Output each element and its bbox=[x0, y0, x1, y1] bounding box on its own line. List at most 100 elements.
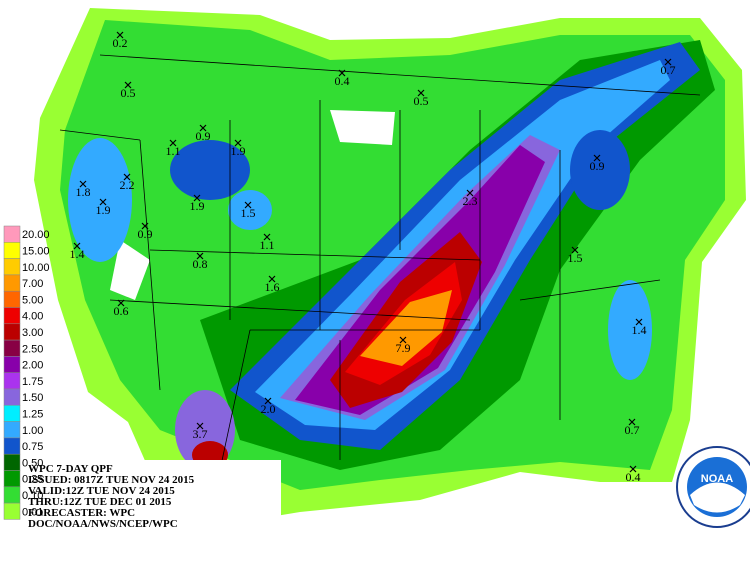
info-line: WPC 7-DAY QPF bbox=[28, 463, 113, 475]
legend-swatch bbox=[3, 388, 21, 406]
info-line: VALID:12Z TUE NOV 24 2015 bbox=[28, 485, 175, 497]
max-label: 0.8 bbox=[193, 257, 208, 271]
max-marker bbox=[123, 173, 131, 181]
max-label: 1.4 bbox=[632, 323, 647, 337]
legend-label: 2.50 bbox=[22, 343, 43, 355]
max-label: 0.5 bbox=[121, 86, 136, 100]
legend-swatch bbox=[3, 225, 21, 243]
legend-label: 0.25 bbox=[22, 474, 43, 486]
max-label: 1.5 bbox=[568, 251, 583, 265]
legend-swatch bbox=[3, 242, 21, 259]
max-marker bbox=[124, 81, 132, 89]
max-label: 0.9 bbox=[138, 227, 153, 241]
legend-label: 1.75 bbox=[22, 376, 43, 388]
max-label: 1.1 bbox=[166, 144, 181, 158]
legend-label: 20.00 bbox=[22, 229, 50, 241]
max-label: 1.1 bbox=[260, 238, 275, 252]
info-line: FORECASTER: WPC bbox=[28, 507, 135, 519]
max-marker bbox=[196, 422, 204, 430]
max-marker bbox=[193, 194, 201, 202]
legend-label: 1.25 bbox=[22, 408, 43, 420]
max-marker bbox=[234, 139, 242, 147]
max-label: 1.9 bbox=[96, 203, 111, 217]
max-marker bbox=[268, 275, 276, 283]
legend-label: 0.01 bbox=[22, 506, 43, 518]
maxima: 0.2 0.5 0.4 0.5 0.7 1.1 0.9 1.9 2.2 1.8 1.9 1.9 1.5 0… bbox=[70, 31, 676, 484]
max-marker bbox=[244, 201, 252, 209]
info-line: THRU:12Z TUE DEC 01 2015 bbox=[28, 496, 172, 508]
max-label: 0.6 bbox=[114, 304, 129, 318]
legend-swatch bbox=[3, 437, 21, 455]
legend-swatch bbox=[3, 356, 21, 373]
info-line: DOC/NOAA/NWS/NCEP/WPC bbox=[28, 518, 178, 530]
max-label: 1.9 bbox=[231, 144, 246, 158]
max-marker bbox=[196, 252, 204, 260]
max-label: 0.7 bbox=[661, 63, 676, 77]
legend-swatch bbox=[3, 486, 21, 504]
max-label: 1.9 bbox=[190, 199, 205, 213]
legend-swatch bbox=[3, 421, 21, 439]
legend-swatch bbox=[3, 453, 21, 471]
max-label: 1.5 bbox=[241, 206, 256, 220]
legend-label: 15.00 bbox=[22, 245, 50, 257]
legend-swatch bbox=[3, 290, 21, 308]
legend-swatch bbox=[3, 258, 21, 276]
max-marker bbox=[628, 418, 636, 426]
legend: 20.00 15.00 10.00 7.00 5.00 4.00 3.00 2.50 2.00 1… bbox=[3, 225, 50, 520]
legend-label: 3.00 bbox=[22, 327, 43, 339]
max-marker bbox=[466, 189, 474, 197]
legend-label: 0.50 bbox=[22, 457, 43, 469]
max-label: 2.3 bbox=[463, 194, 478, 208]
legend-label: 0.75 bbox=[22, 441, 43, 453]
max-label: 1.8 bbox=[76, 185, 91, 199]
info-line: ISSUED: 0817Z TUE NOV 24 2015 bbox=[28, 474, 195, 486]
legend-swatch bbox=[3, 307, 21, 325]
legend-label: 7.00 bbox=[22, 278, 43, 290]
legend-label: 1.00 bbox=[22, 425, 43, 437]
max-label: 0.9 bbox=[196, 129, 211, 143]
max-marker bbox=[263, 233, 271, 241]
max-marker bbox=[338, 69, 346, 77]
max-marker bbox=[417, 89, 425, 97]
max-label: 0.4 bbox=[626, 470, 641, 484]
max-marker bbox=[99, 198, 107, 206]
max-marker bbox=[571, 246, 579, 254]
max-marker bbox=[199, 124, 207, 132]
legend-label: 1.50 bbox=[22, 392, 43, 404]
noaa-logo: NOAA bbox=[676, 446, 750, 528]
max-marker bbox=[593, 154, 601, 162]
precip-shading bbox=[34, 8, 746, 522]
max-marker bbox=[264, 397, 272, 405]
max-marker bbox=[399, 336, 407, 344]
legend-swatch bbox=[3, 470, 21, 488]
max-marker bbox=[629, 465, 637, 473]
max-label: 0.5 bbox=[414, 94, 429, 108]
max-marker bbox=[117, 299, 125, 307]
logo-text: NOAA bbox=[701, 473, 733, 485]
max-label: 0.4 bbox=[335, 74, 350, 88]
max-marker bbox=[169, 139, 177, 147]
legend-label: 10.00 bbox=[22, 262, 50, 274]
legend-swatch bbox=[3, 323, 21, 341]
max-label: 2.2 bbox=[120, 178, 135, 192]
max-marker bbox=[79, 180, 87, 188]
max-marker bbox=[116, 31, 124, 39]
max-label: 7.9 bbox=[396, 341, 411, 355]
max-label: 0.2 bbox=[113, 36, 128, 50]
max-marker bbox=[635, 318, 643, 326]
max-label: 2.0 bbox=[261, 402, 276, 416]
state-borders bbox=[59, 54, 701, 471]
legend-label: 5.00 bbox=[22, 294, 43, 306]
legend-label: 0.10 bbox=[22, 490, 43, 502]
max-label: 3.7 bbox=[193, 427, 208, 441]
max-marker bbox=[664, 58, 672, 66]
max-label: 1.4 bbox=[70, 247, 85, 261]
legend-label: 4.00 bbox=[22, 311, 43, 323]
max-marker bbox=[73, 242, 81, 250]
max-label: 1.6 bbox=[265, 280, 280, 294]
legend-swatch bbox=[3, 502, 21, 520]
